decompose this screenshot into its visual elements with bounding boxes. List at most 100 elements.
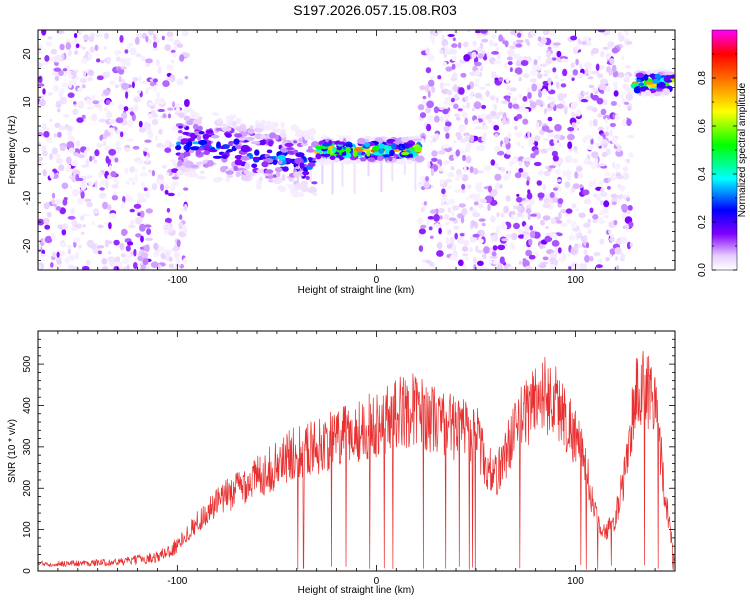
heatmap-cell: [136, 159, 145, 164]
heatmap-cell: [406, 159, 413, 164]
heatmap-cell: [525, 249, 532, 257]
heatmap-cell: [115, 56, 122, 62]
heatmap-cell: [602, 99, 608, 106]
heatmap-cell: [454, 62, 462, 68]
heatmap-cell: [327, 159, 333, 164]
heatmap-cell: [47, 92, 53, 96]
heatmap-cell: [524, 265, 533, 270]
heatmap-cell: [50, 232, 56, 241]
heatmap-cell: [439, 167, 444, 172]
heatmap-cell: [543, 197, 551, 205]
heatmap-cell: [102, 89, 110, 96]
heatmap-cell: [105, 71, 111, 78]
heatmap-cell: [548, 83, 552, 91]
heatmap-cell: [57, 108, 61, 113]
heatmap-cell: [604, 117, 609, 125]
heatmap-cell: [464, 95, 469, 102]
heatmap-cell: [449, 255, 457, 261]
heatmap-cell: [552, 155, 559, 162]
heatmap-cell: [272, 177, 283, 184]
heatmap-cell: [573, 146, 577, 151]
heatmap-cell: [61, 229, 67, 236]
heatmap-cell: [626, 159, 630, 164]
heatmap-cell: [556, 103, 565, 109]
heatmap-cell: [125, 91, 129, 99]
heatmap-cell: [438, 227, 442, 235]
heatmap-cell: [516, 39, 524, 43]
heatmap-cell: [57, 131, 62, 138]
heatmap-cell: [445, 66, 453, 72]
heatmap-cell: [460, 216, 465, 224]
heatmap-cell: [73, 266, 79, 270]
heatmap-cell: [567, 133, 575, 141]
heatmap-cell: [614, 114, 620, 121]
heatmap-cell: [87, 76, 94, 82]
heatmap-cell: [131, 181, 136, 186]
heatmap-cell: [66, 244, 72, 250]
heatmap-cell: [549, 232, 554, 238]
heatmap-cell: [533, 59, 538, 65]
heatmap-cell: [258, 176, 264, 182]
heatmap-cell: [516, 205, 523, 212]
heatmap-cell: [115, 117, 124, 124]
heatmap-cell: [475, 246, 479, 253]
heatmap-cell: [602, 115, 611, 120]
heatmap-cell: [417, 217, 424, 225]
heatmap-cell: [103, 107, 108, 112]
heatmap-cell: [511, 97, 518, 101]
heatmap-cell: [496, 264, 504, 270]
heatmap-cell: [163, 229, 169, 235]
heatmap-cell: [152, 47, 159, 51]
heatmap-cell: [574, 171, 579, 179]
heatmap-cell: [118, 75, 122, 83]
heatmap-cell: [503, 173, 510, 181]
heatmap-cell: [128, 42, 134, 47]
heatmap-cell: [445, 132, 450, 139]
heatmap-cell: [454, 232, 459, 240]
heatmap-cell: [505, 76, 510, 84]
heatmap-cell: [308, 186, 317, 193]
heatmap-cell: [205, 129, 214, 134]
spectrogram-y-axis-label: Frequency (Hz): [7, 116, 18, 185]
heatmap-cell: [127, 138, 135, 142]
heatmap-cell: [176, 78, 184, 86]
heatmap-cell: [98, 171, 103, 178]
heatmap-cell: [70, 208, 75, 216]
heatmap-cell: [104, 181, 109, 189]
heatmap-cell: [38, 156, 43, 162]
heatmap-cell: [44, 55, 50, 62]
heatmap-cell: [554, 74, 559, 80]
heatmap-cell: [199, 170, 205, 174]
heatmap-cell: [570, 220, 577, 229]
heatmap-cell: [190, 146, 200, 151]
heatmap-cell: [61, 223, 69, 230]
heatmap-cell: [586, 95, 590, 101]
heatmap-cell: [164, 184, 170, 190]
heatmap-cell: [320, 153, 331, 157]
heatmap-cell: [633, 86, 641, 94]
heatmap-cell: [555, 81, 560, 89]
heatmap-cell: [81, 114, 86, 119]
heatmap-cell: [604, 171, 611, 177]
heatmap-cell: [195, 161, 204, 165]
heatmap-cell: [579, 184, 584, 189]
spectrogram-heatmap: [38, 30, 675, 270]
heatmap-cell: [182, 131, 190, 135]
heatmap-cell: [453, 225, 460, 230]
heatmap-cell: [625, 93, 633, 101]
heatmap-cell: [135, 233, 142, 238]
heatmap-cell: [165, 251, 171, 259]
heatmap-cell: [514, 172, 522, 179]
heatmap-cell: [138, 126, 146, 133]
heatmap-cell: [51, 147, 58, 155]
heatmap-cell: [499, 256, 505, 265]
heatmap-cell: [167, 107, 174, 111]
heatmap-cell: [547, 46, 552, 51]
heatmap-cell: [506, 85, 511, 91]
heatmap-cell: [605, 125, 609, 131]
heatmap-cell: [485, 83, 491, 87]
heatmap-cell: [70, 161, 79, 167]
heatmap-cell: [315, 153, 322, 160]
heatmap-cell: [226, 149, 234, 153]
heatmap-cell: [146, 228, 152, 236]
